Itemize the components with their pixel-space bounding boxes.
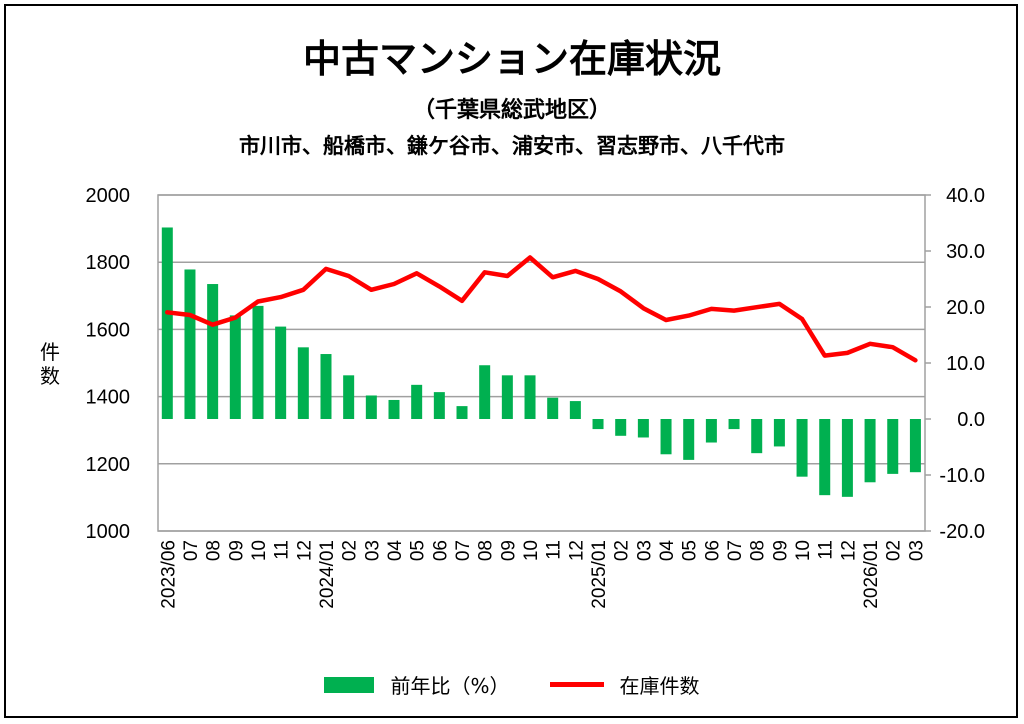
inventory-line xyxy=(165,255,918,363)
bar-03 xyxy=(637,419,649,438)
bar-12 xyxy=(297,347,309,419)
bar-09 xyxy=(501,375,513,419)
x-tick-label: 03 xyxy=(906,540,927,561)
x-tick-label: 07 xyxy=(725,540,746,561)
bar-08 xyxy=(207,284,219,419)
bar-11 xyxy=(547,397,559,419)
bar-11 xyxy=(819,419,831,496)
legend-bar-swatch xyxy=(324,676,375,693)
x-tick-label: 2025/01 xyxy=(589,540,610,609)
bar-2024/01 xyxy=(320,354,332,419)
x-tick-label: 2023/06 xyxy=(158,540,179,609)
y-tick-label: 1800 xyxy=(86,252,131,274)
chart-subtitle-cities: 市川市、船橋市、鎌ケ谷市、浦安市、習志野市、八千代市 xyxy=(239,134,785,158)
x-tick-label: 12 xyxy=(294,540,315,561)
legend-bar-label: 前年比（%） xyxy=(390,674,510,698)
bar-09 xyxy=(773,419,785,447)
y-tick-label: 1200 xyxy=(86,454,131,476)
bar-10 xyxy=(524,375,536,419)
x-tick-label: 09 xyxy=(498,540,519,561)
chart-title: 中古マンション在庫状況 xyxy=(302,37,721,81)
x-tick-label: 02 xyxy=(340,540,361,561)
legend-line-swatch xyxy=(549,682,604,687)
bar-06 xyxy=(433,392,445,419)
x-tick-label: 11 xyxy=(816,540,837,560)
bar-02 xyxy=(887,419,899,474)
x-tick-label: 05 xyxy=(408,540,429,561)
x-tick-label: 11 xyxy=(272,540,293,560)
bar-06 xyxy=(705,419,717,443)
x-tick-label: 07 xyxy=(181,540,202,561)
x-tick-label: 2024/01 xyxy=(317,540,338,609)
y2-tick-label: 0.0 xyxy=(957,409,985,431)
bar-09 xyxy=(229,315,241,419)
y2-tick-label: -20.0 xyxy=(939,521,985,543)
bar-2025/01 xyxy=(592,419,604,430)
x-tick-label: 12 xyxy=(838,540,859,561)
bar-03 xyxy=(909,419,921,473)
bar-04 xyxy=(388,399,400,419)
x-tick-label: 03 xyxy=(634,540,655,561)
bar-12 xyxy=(841,419,853,497)
x-tick-label: 09 xyxy=(770,540,791,561)
x-tick-label: 02 xyxy=(612,540,633,561)
bar-03 xyxy=(365,395,377,419)
chart-subtitle: （千葉県総武地区） xyxy=(412,98,611,123)
bar-08 xyxy=(479,365,491,419)
x-tick-label: 12 xyxy=(566,540,587,561)
chart-frame xyxy=(4,4,1018,718)
bar-07 xyxy=(728,419,740,430)
x-tick-label: 04 xyxy=(657,540,678,562)
x-tick-label: 08 xyxy=(204,540,225,561)
x-tick-label: 09 xyxy=(226,540,247,561)
bar-10 xyxy=(252,305,264,419)
x-tick-label: 08 xyxy=(476,540,497,561)
y-tick-label: 1400 xyxy=(86,387,131,409)
bar-05 xyxy=(683,419,695,460)
bar-07 xyxy=(456,406,468,419)
legend: 前年比（%） 在庫件数 xyxy=(0,670,1024,699)
plot-area xyxy=(157,194,926,532)
bar-02 xyxy=(343,375,355,419)
x-tick-label: 2026/01 xyxy=(861,540,882,609)
y-tick-label: 1000 xyxy=(86,521,131,543)
y-tick-label: 1600 xyxy=(86,319,131,341)
y2-tick-label: -10.0 xyxy=(939,465,985,487)
legend-line-label: 在庫件数 xyxy=(619,674,700,698)
bar-12 xyxy=(569,401,581,419)
x-tick-label: 10 xyxy=(249,540,270,561)
bar-02 xyxy=(615,419,627,436)
x-tick-label: 11 xyxy=(544,540,565,560)
bar-11 xyxy=(275,326,287,419)
y-tick-label: 2000 xyxy=(86,185,131,207)
x-tick-label: 06 xyxy=(702,540,723,561)
x-tick-label: 08 xyxy=(748,540,769,561)
x-tick-label: 06 xyxy=(430,540,451,561)
bar-2023/06 xyxy=(161,227,173,419)
x-tick-label: 05 xyxy=(680,540,701,561)
y-axis-label: 件数 xyxy=(40,340,60,388)
bar-07 xyxy=(184,269,196,419)
bar-08 xyxy=(751,419,763,454)
y2-tick-label: 30.0 xyxy=(946,241,985,263)
x-tick-label: 07 xyxy=(453,540,474,561)
x-tick-label: 10 xyxy=(793,540,814,561)
bar-2026/01 xyxy=(864,419,876,483)
x-tick-label: 10 xyxy=(521,540,542,561)
x-tick-label: 04 xyxy=(385,540,406,562)
bar-04 xyxy=(660,419,672,455)
bar-10 xyxy=(796,419,808,477)
y2-tick-label: 10.0 xyxy=(946,353,985,375)
x-tick-label: 03 xyxy=(362,540,383,561)
y2-tick-label: 20.0 xyxy=(946,297,985,319)
y2-tick-label: 40.0 xyxy=(946,185,985,207)
bar-05 xyxy=(411,384,423,419)
x-tick-label: 02 xyxy=(884,540,905,561)
